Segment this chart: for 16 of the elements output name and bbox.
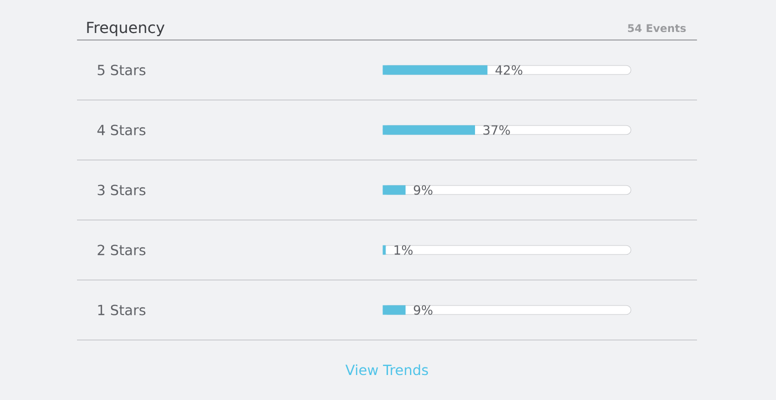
- text: Frequency: [87, 22, 164, 36]
- bar: [382, 305, 406, 315]
- y-tick-label: 3 Stars: [98, 184, 146, 196]
- text: 54 Events: [628, 24, 686, 32]
- data-label: 9%: [414, 185, 432, 195]
- data-label: 37%: [483, 125, 510, 135]
- data-label: 9%: [414, 305, 432, 315]
- y-tick-label: 2 Stars: [98, 244, 146, 256]
- y-tick-label: 4 Stars: [97, 124, 146, 136]
- text: View Trends: [345, 364, 428, 376]
- y-tick-label: 1 Stars: [98, 304, 146, 316]
- data-label: 1%: [394, 245, 413, 255]
- bar: [382, 185, 406, 195]
- bar: [382, 245, 386, 255]
- y-tick-label: 5 Stars: [98, 64, 146, 76]
- data-label: 42%: [495, 65, 522, 75]
